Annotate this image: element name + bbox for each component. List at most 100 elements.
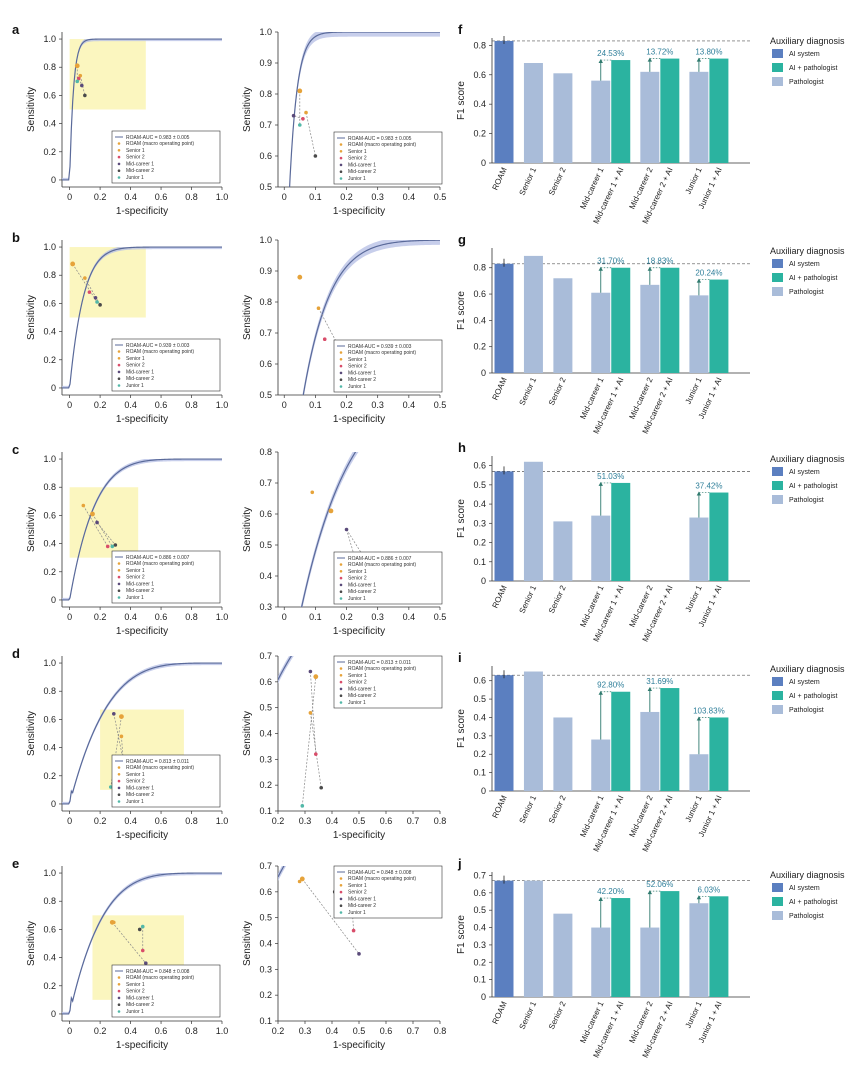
- legend-marker: [339, 170, 343, 173]
- bar-path: [591, 80, 611, 163]
- x-tick-label: 0.4: [403, 192, 416, 202]
- legend-item: AI + pathologist: [789, 693, 838, 700]
- legend-label: ROAM (macro operating point): [126, 975, 194, 981]
- connector-line: [302, 878, 360, 955]
- y-tick-label: 0.4: [473, 499, 486, 509]
- bar-path: [553, 278, 573, 373]
- arrow-head: [598, 266, 603, 271]
- x-tick-label: 0.8: [185, 612, 198, 622]
- legend-label: Mid-career 1: [126, 995, 154, 1001]
- operating-point-roam: [297, 88, 303, 94]
- legend-marker: [117, 370, 121, 374]
- operating-point-senior2: [322, 337, 327, 342]
- operating-point-roam: [299, 876, 305, 882]
- x-tick-label: 0.1: [309, 192, 322, 202]
- y-tick-label: 0: [51, 383, 56, 393]
- y-tick-label: 0.5: [259, 540, 272, 550]
- legend-marker: [117, 976, 121, 979]
- x-category-label: Junior 1: [684, 166, 704, 196]
- legend-label: Mid-career 1: [348, 896, 376, 902]
- legend-label: Mid-career 2: [126, 792, 154, 798]
- x-axis-label: 1-specificity: [333, 1040, 385, 1051]
- bar-path: [689, 754, 709, 791]
- operating-point-roam: [90, 511, 95, 517]
- legend-swatch: [772, 883, 783, 892]
- legend-swatch: [772, 705, 783, 714]
- y-tick-label: 0: [481, 576, 486, 586]
- y-tick-label: 0.5: [473, 905, 486, 915]
- operating-point-senior1: [310, 490, 315, 495]
- legend-marker: [117, 384, 121, 387]
- x-category-label: Junior 1: [684, 376, 704, 406]
- legend-item: Pathologist: [789, 289, 824, 296]
- legend-label: Senior 2: [348, 156, 367, 162]
- zoom-region: [69, 247, 146, 318]
- operating-point-senior1: [112, 920, 116, 925]
- y-tick-label: 0.5: [473, 694, 486, 704]
- y-tick-label: 0.4: [473, 923, 486, 933]
- plot-area: [62, 246, 222, 389]
- legend-auc-label: ROAM-AUC = 0.939 ± 0.003: [348, 344, 412, 350]
- y-axis-label: Sensitivity: [26, 295, 37, 340]
- legend-label: ROAM (macro operating point): [348, 666, 416, 672]
- improvement-label: 13.72%: [646, 48, 673, 57]
- legend-marker: [339, 351, 343, 354]
- y-tick-label: 0: [481, 368, 486, 378]
- legend-marker: [117, 989, 121, 993]
- bar-path: [591, 739, 611, 791]
- y-tick-label: 0.8: [43, 62, 56, 72]
- legend-swatch: [772, 467, 783, 476]
- bar-path: [591, 927, 611, 997]
- legend-label: Mid-career 2: [126, 1002, 154, 1008]
- bar-path: [553, 521, 573, 581]
- y-tick-label: 0.1: [259, 1016, 272, 1026]
- improvement-label: 92.80%: [597, 681, 624, 690]
- legend-marker: [339, 667, 343, 670]
- y-tick-label: 1.0: [43, 34, 56, 44]
- operating-point-mid1: [291, 113, 296, 118]
- y-tick-label: 1.0: [43, 658, 56, 668]
- legend-label: Junior 1: [126, 799, 144, 805]
- legend-item: AI system: [789, 51, 820, 58]
- y-tick-label: 0.4: [43, 953, 56, 963]
- panel-letter: i: [458, 650, 462, 665]
- legend-marker: [339, 680, 343, 684]
- legend-label: Mid-career 1: [126, 161, 154, 167]
- connector-line: [318, 308, 350, 368]
- legend-marker: [339, 904, 343, 907]
- roc-panel-b: 0 0.2 0.4 0.6 0.8 1.0 0 0.2 0.4 0.6 0.8 1.0 1-specif…: [12, 230, 228, 425]
- legend-label: Junior 1: [126, 595, 144, 601]
- legend-label: ROAM (macro operating point): [348, 562, 416, 568]
- improvement-label: 52.06%: [646, 880, 673, 889]
- x-tick-label: 0.6: [155, 192, 168, 202]
- x-category-label: ROAM: [491, 166, 509, 192]
- operating-point-mid2: [137, 927, 142, 932]
- y-tick-label: 0.8: [259, 297, 272, 307]
- x-tick-label: 0.7: [407, 1026, 420, 1036]
- x-axis-label: 1-specificity: [333, 830, 385, 841]
- panel-letter: d: [12, 646, 20, 661]
- y-tick-label: 0.7: [259, 861, 272, 871]
- y-tick-label: 0.4: [259, 571, 272, 581]
- x-tick-label: 0.4: [326, 1026, 339, 1036]
- operating-point-junior1: [110, 544, 115, 549]
- bar-path: [591, 292, 611, 373]
- legend-auc-label: ROAM-AUC = 0.813 ± 0.011: [348, 660, 411, 666]
- arrow-head: [598, 897, 603, 902]
- x-tick-label: 0.8: [434, 1026, 447, 1036]
- roc-panel-d: 0 0.2 0.4 0.6 0.8 1.0 0 0.2 0.4 0.6 0.8 1.0 1-specif…: [12, 646, 228, 841]
- y-tick-label: 0.8: [473, 263, 486, 273]
- x-category-label: Senior 1: [518, 376, 539, 407]
- x-tick-label: 0.4: [403, 612, 416, 622]
- legend-marker: [339, 701, 343, 704]
- x-tick-label: 0.6: [380, 816, 393, 826]
- roc-confidence-band: [278, 866, 287, 881]
- x-tick-label: 0.2: [272, 816, 285, 826]
- y-tick-label: 0: [481, 992, 486, 1002]
- x-tick-label: 0: [282, 192, 287, 202]
- y-axis-label: F1 score: [456, 915, 467, 954]
- connector-line: [112, 922, 147, 964]
